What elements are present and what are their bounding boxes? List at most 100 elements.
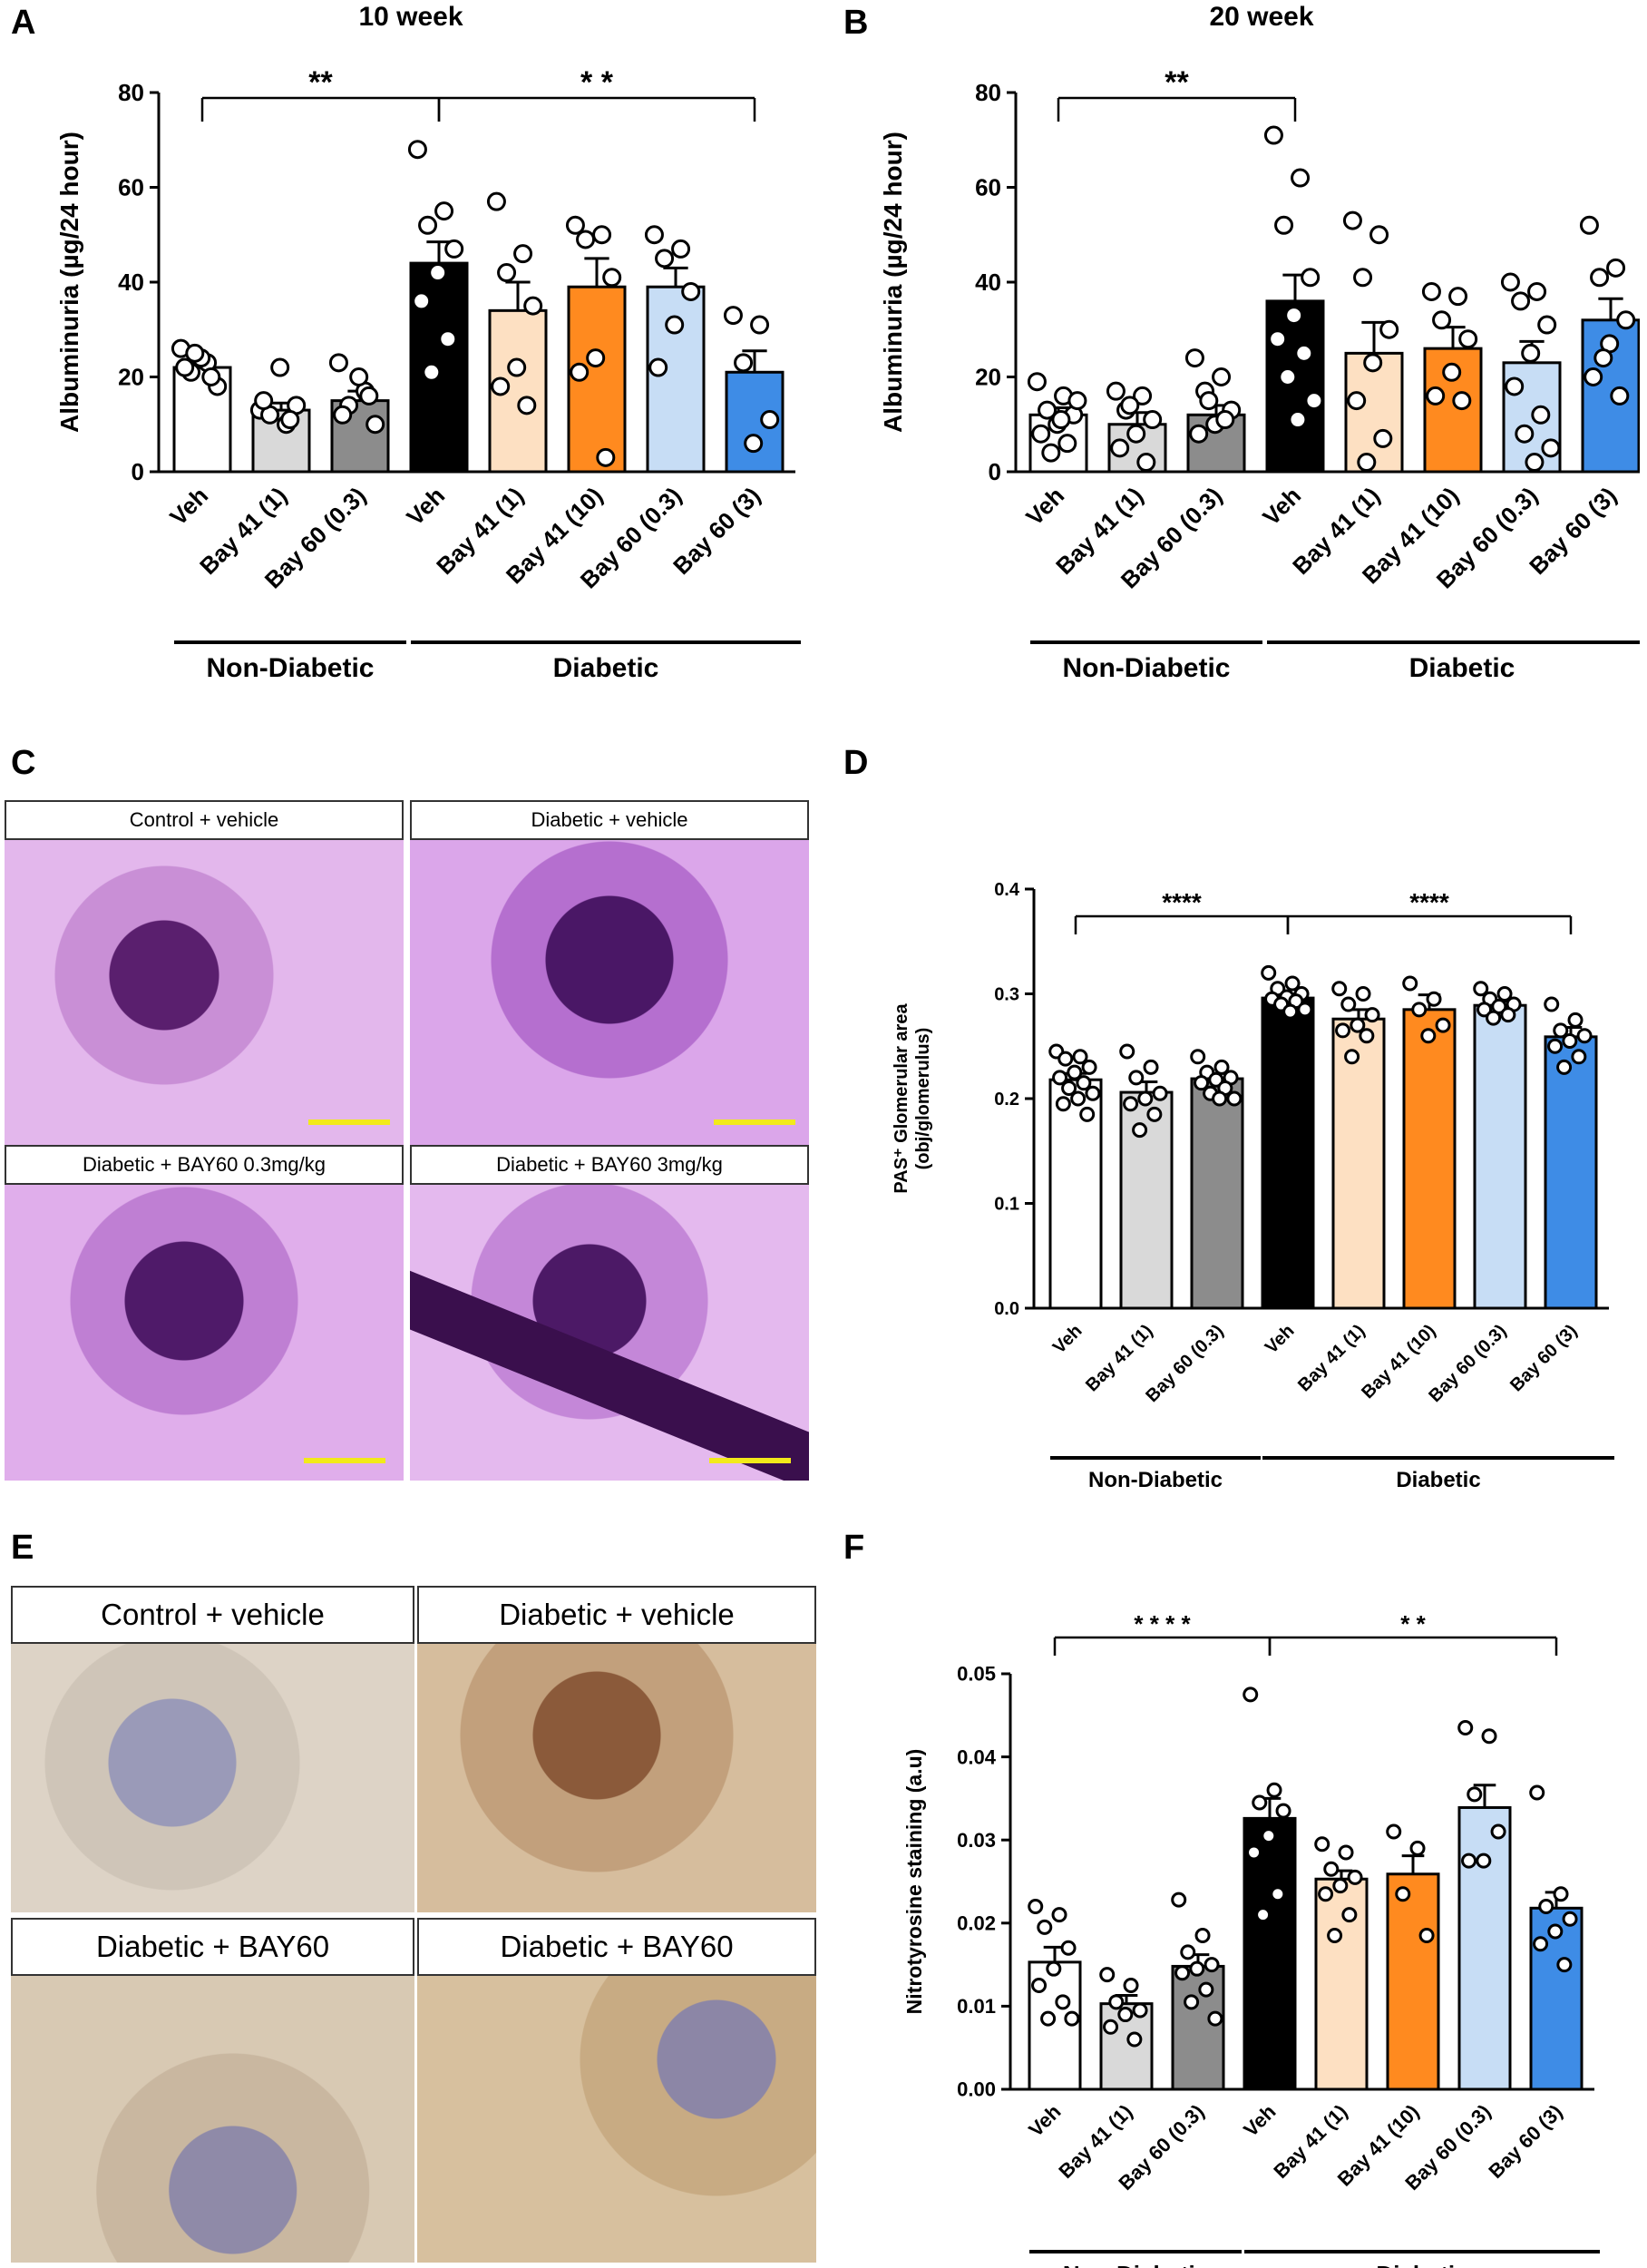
data-point <box>1171 1892 1187 1908</box>
bar <box>1344 351 1404 474</box>
bar <box>1314 1877 1369 2091</box>
data-point <box>1184 1994 1200 2010</box>
x-tick-label: Veh <box>1020 482 1069 531</box>
data-point <box>570 362 590 382</box>
data-point <box>1120 396 1140 415</box>
data-point <box>1128 1070 1145 1086</box>
data-point <box>1521 343 1541 363</box>
data-point <box>1353 268 1373 288</box>
y-tick-label: 0.01 <box>957 1995 996 2018</box>
data-point <box>750 315 770 335</box>
data-point <box>1268 329 1288 349</box>
bar <box>1190 1077 1244 1310</box>
data-point <box>723 306 743 326</box>
bar <box>1261 996 1315 1310</box>
data-point <box>444 239 464 259</box>
bar <box>1119 1090 1174 1310</box>
x-tick-label: Bay 41 (1) <box>1082 1321 1156 1395</box>
data-point <box>1064 2010 1080 2027</box>
y-tick-label: 0.00 <box>957 2078 996 2101</box>
data-point <box>1275 1803 1291 1819</box>
x-tick-label: Veh <box>1024 2100 1065 2141</box>
y-tick-label: 0.4 <box>994 880 1020 900</box>
y-axis-label-2: (obj/glomerulus) <box>913 1028 933 1170</box>
micrograph-caption-e-1: Control + vehicle <box>11 1586 414 1644</box>
y-tick-label: 0.3 <box>994 985 1019 1005</box>
bar <box>1423 347 1483 474</box>
group-label-non-diabetic: Non-Diabetic <box>1088 1468 1223 1492</box>
data-point <box>1359 1028 1375 1044</box>
data-point <box>1606 258 1626 278</box>
y-tick-label: 0.04 <box>957 1745 997 1768</box>
y-tick-label: 60 <box>975 174 1001 201</box>
panel-letter-e: E <box>11 1529 34 1567</box>
y-tick-label: 0.1 <box>994 1195 1019 1215</box>
micrograph-e-diabetic-bay60-a <box>11 1972 414 2263</box>
data-point <box>1538 1898 1554 1914</box>
data-point <box>1533 1936 1549 1952</box>
data-point <box>428 263 448 283</box>
data-point <box>1143 1059 1159 1075</box>
significance-label: ** <box>1165 65 1189 100</box>
data-point <box>1284 306 1304 326</box>
data-point <box>1584 367 1603 386</box>
chart-a-albuminuria-10-week: 10 week 0 20 40 60 80 Albuminuria (µg/24 hour)… <box>55 2 801 683</box>
data-point <box>1395 1886 1411 1902</box>
x-tick-label: Bay 60 (3) <box>1506 1321 1581 1395</box>
data-point <box>1457 1720 1474 1736</box>
data-point <box>734 353 754 373</box>
data-point <box>1136 453 1156 473</box>
significance-label: **** <box>1162 888 1202 916</box>
y-tick-label: 0 <box>132 458 144 485</box>
data-point <box>1418 1928 1435 1944</box>
chart-title: 20 week <box>1209 2 1313 32</box>
data-point <box>1432 310 1452 330</box>
data-point <box>1435 1017 1451 1033</box>
data-point <box>1246 1844 1262 1861</box>
chart-f-nitrotyrosine-staining: 0.00 0.01 0.02 0.03 0.04 0.05 Nitrotyrosine st… <box>902 1610 1600 2268</box>
bar <box>1243 1816 1297 2091</box>
group-label-diabetic: Diabetic <box>1376 2261 1467 2268</box>
y-tick-label: 0.02 <box>957 1912 996 1935</box>
data-point <box>1061 1080 1077 1096</box>
group-label-diabetic: Diabetic <box>1396 1468 1480 1492</box>
group-label-non-diabetic: Non-Diabetic <box>206 653 374 683</box>
data-point <box>1052 1070 1068 1086</box>
data-point <box>1527 281 1547 301</box>
micrograph-caption-c-2: Diabetic + vehicle <box>410 800 809 840</box>
y-tick-label: 80 <box>975 79 1001 106</box>
data-point <box>1593 348 1613 368</box>
data-point <box>1198 1981 1214 1998</box>
data-point <box>175 357 195 377</box>
data-point <box>359 386 379 406</box>
data-point <box>1379 319 1399 339</box>
data-point <box>1525 453 1545 473</box>
data-point <box>1616 310 1636 330</box>
bar <box>1402 1008 1457 1310</box>
data-point <box>1038 400 1057 420</box>
data-point <box>1323 1861 1340 1877</box>
data-point <box>1291 168 1311 188</box>
data-point <box>1189 1960 1205 1977</box>
y-axis-label: Albuminuria (µg/24 hour) <box>879 132 907 433</box>
data-point <box>596 447 616 467</box>
data-point <box>1057 434 1077 454</box>
bar <box>1457 1805 1512 2091</box>
data-point <box>1255 1907 1272 1923</box>
data-point <box>254 391 274 411</box>
data-point <box>1132 1122 1148 1139</box>
x-tick-label: Bay 60 (3) <box>668 482 765 580</box>
x-tick-label: Veh <box>164 482 213 531</box>
data-point <box>328 353 348 373</box>
x-tick-label: Bay 60 (3) <box>1484 2100 1566 2183</box>
data-point <box>1461 1853 1477 1869</box>
data-point <box>1562 1032 1578 1049</box>
data-point <box>1335 1022 1351 1039</box>
data-point <box>1610 386 1630 406</box>
panel-letter-a: A <box>11 4 36 42</box>
data-point <box>1458 329 1478 349</box>
data-point <box>1117 2007 1134 2023</box>
micrograph-c-diabetic-bay60-3 <box>410 1181 809 1481</box>
bar <box>1386 1872 1440 2091</box>
data-point <box>1556 1059 1573 1075</box>
